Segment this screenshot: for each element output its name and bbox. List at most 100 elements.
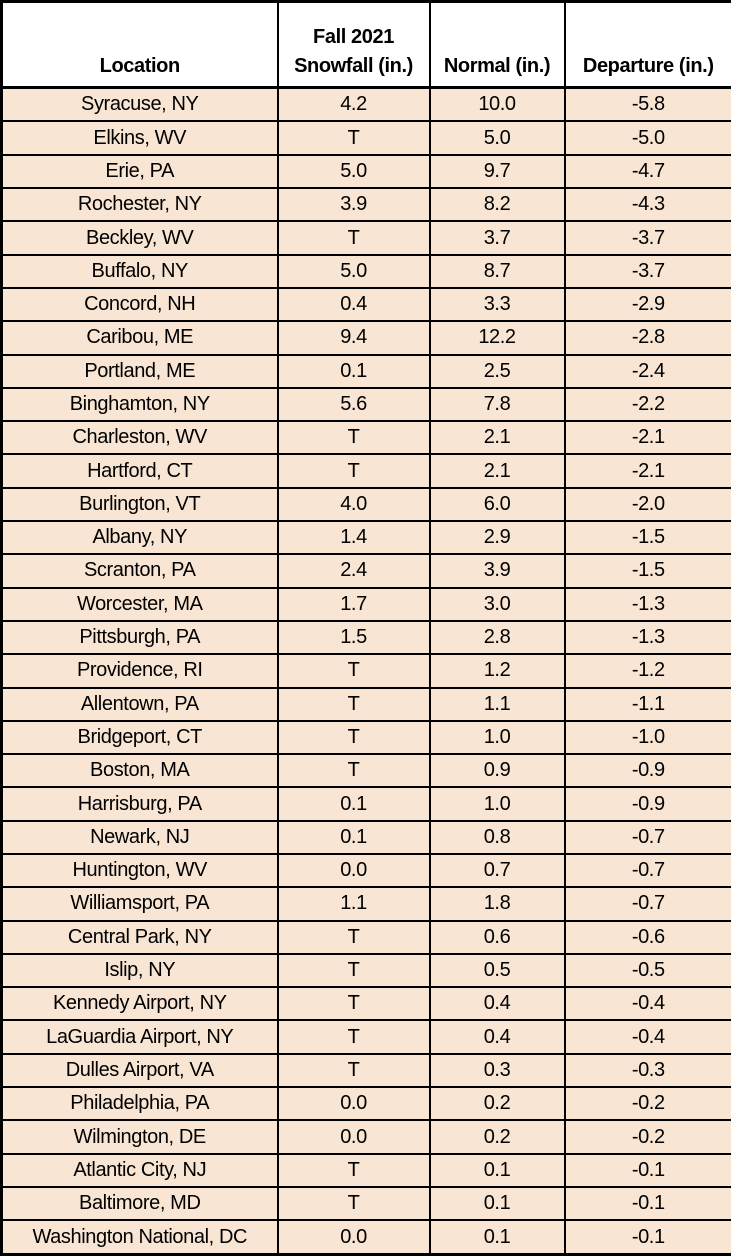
table-row: Buffalo, NY 5.0 8.7 -3.7 bbox=[0, 253, 731, 289]
normal-cell: 12.2 bbox=[428, 320, 566, 356]
table-row: LaGuardia Airport, NY T 0.4 -0.4 bbox=[0, 1019, 731, 1055]
departure-cell: -2.1 bbox=[563, 420, 731, 456]
table-row: Scranton, PA 2.4 3.9 -1.5 bbox=[0, 553, 731, 589]
col-header-normal: Normal (in.) bbox=[428, 0, 566, 89]
normal-cell: 10.0 bbox=[428, 86, 566, 123]
normal-cell: 2.1 bbox=[428, 453, 566, 489]
snowfall-cell: 0.1 bbox=[276, 353, 431, 389]
normal-cell: 0.1 bbox=[428, 1219, 566, 1256]
location-cell: LaGuardia Airport, NY bbox=[0, 1019, 279, 1055]
departure-cell: -1.5 bbox=[563, 520, 731, 556]
location-cell: Albany, NY bbox=[0, 520, 279, 556]
snowfall-cell: T bbox=[276, 420, 431, 456]
normal-cell: 1.1 bbox=[428, 686, 566, 722]
snowfall-cell: T bbox=[276, 719, 431, 756]
departure-cell: -1.5 bbox=[563, 553, 731, 589]
normal-cell: 0.2 bbox=[428, 1119, 566, 1155]
snowfall-cell: T bbox=[276, 952, 431, 989]
location-cell: Elkins, WV bbox=[0, 120, 279, 156]
table-body: Syracuse, NY 4.2 10.0 -5.8 Elkins, WV T 5.0 -5.… bbox=[0, 86, 731, 1256]
snowfall-cell: 1.5 bbox=[276, 619, 431, 656]
normal-cell: 1.8 bbox=[428, 886, 566, 922]
snowfall-cell: 0.0 bbox=[276, 1219, 431, 1256]
snowfall-cell: 5.0 bbox=[276, 253, 431, 289]
normal-cell: 0.4 bbox=[428, 1019, 566, 1055]
table-row: Islip, NY T 0.5 -0.5 bbox=[0, 952, 731, 989]
table-row: Pittsburgh, PA 1.5 2.8 -1.3 bbox=[0, 619, 731, 656]
location-cell: Caribou, ME bbox=[0, 320, 279, 356]
location-cell: Buffalo, NY bbox=[0, 253, 279, 289]
snowfall-cell: 2.4 bbox=[276, 553, 431, 589]
normal-cell: 0.8 bbox=[428, 819, 566, 856]
table-header: Location Fall 2021 Snowfall (in.) Normal… bbox=[0, 0, 731, 89]
normal-cell: 7.8 bbox=[428, 386, 566, 423]
normal-cell: 0.7 bbox=[428, 852, 566, 889]
departure-cell: -0.1 bbox=[563, 1219, 731, 1256]
normal-cell: 0.5 bbox=[428, 952, 566, 989]
normal-cell: 5.0 bbox=[428, 120, 566, 156]
snowfall-cell: 0.0 bbox=[276, 1086, 431, 1122]
location-cell: Harrisburg, PA bbox=[0, 786, 279, 822]
snowfall-cell: T bbox=[276, 453, 431, 489]
col-header-snowfall-line2: Snowfall (in.) bbox=[294, 55, 413, 77]
location-cell: Worcester, MA bbox=[0, 586, 279, 622]
location-cell: Pittsburgh, PA bbox=[0, 619, 279, 656]
table-row: Worcester, MA 1.7 3.0 -1.3 bbox=[0, 586, 731, 622]
snowfall-cell: T bbox=[276, 220, 431, 256]
location-cell: Concord, NH bbox=[0, 286, 279, 323]
table-row: Elkins, WV T 5.0 -5.0 bbox=[0, 120, 731, 156]
table-row: Providence, RI T 1.2 -1.2 bbox=[0, 653, 731, 689]
table-row: Atlantic City, NJ T 0.1 -0.1 bbox=[0, 1152, 731, 1188]
table-row: Washington National, DC 0.0 0.1 -0.1 bbox=[0, 1219, 731, 1256]
departure-cell: -0.4 bbox=[563, 986, 731, 1022]
table-row: Hartford, CT T 2.1 -2.1 bbox=[0, 453, 731, 489]
departure-cell: -0.4 bbox=[563, 1019, 731, 1055]
table-row: Allentown, PA T 1.1 -1.1 bbox=[0, 686, 731, 722]
location-cell: Charleston, WV bbox=[0, 420, 279, 456]
location-cell: Scranton, PA bbox=[0, 553, 279, 589]
col-header-snowfall: Fall 2021 Snowfall (in.) bbox=[276, 0, 431, 89]
normal-cell: 0.9 bbox=[428, 753, 566, 789]
snowfall-cell: T bbox=[276, 1019, 431, 1055]
snowfall-cell: 1.1 bbox=[276, 886, 431, 922]
col-header-location-label: Location bbox=[99, 55, 181, 77]
departure-cell: -2.9 bbox=[563, 286, 731, 323]
snowfall-cell: T bbox=[276, 1052, 431, 1089]
departure-cell: -2.2 bbox=[563, 386, 731, 423]
table-row: Bridgeport, CT T 1.0 -1.0 bbox=[0, 719, 731, 756]
snowfall-cell: T bbox=[276, 919, 431, 955]
location-cell: Hartford, CT bbox=[0, 453, 279, 489]
snowfall-cell: T bbox=[276, 653, 431, 689]
departure-cell: -4.7 bbox=[563, 153, 731, 190]
location-cell: Newark, NJ bbox=[0, 819, 279, 856]
location-cell: Baltimore, MD bbox=[0, 1185, 279, 1222]
table-row: Albany, NY 1.4 2.9 -1.5 bbox=[0, 520, 731, 556]
departure-cell: -3.7 bbox=[563, 253, 731, 289]
departure-cell: -2.8 bbox=[563, 320, 731, 356]
departure-cell: -0.7 bbox=[563, 819, 731, 856]
snowfall-cell: 1.4 bbox=[276, 520, 431, 556]
normal-cell: 2.1 bbox=[428, 420, 566, 456]
departure-cell: -4.3 bbox=[563, 187, 731, 223]
table-row: Concord, NH 0.4 3.3 -2.9 bbox=[0, 286, 731, 323]
departure-cell: -1.2 bbox=[563, 653, 731, 689]
snowfall-cell: T bbox=[276, 753, 431, 789]
normal-cell: 2.9 bbox=[428, 520, 566, 556]
normal-cell: 9.7 bbox=[428, 153, 566, 190]
location-cell: Wilmington, DE bbox=[0, 1119, 279, 1155]
location-cell: Portland, ME bbox=[0, 353, 279, 389]
table-row: Central Park, NY T 0.6 -0.6 bbox=[0, 919, 731, 955]
location-cell: Boston, MA bbox=[0, 753, 279, 789]
normal-cell: 6.0 bbox=[428, 486, 566, 523]
table-row: Philadelphia, PA 0.0 0.2 -0.2 bbox=[0, 1086, 731, 1122]
normal-cell: 0.3 bbox=[428, 1052, 566, 1089]
departure-cell: -2.1 bbox=[563, 453, 731, 489]
location-cell: Rochester, NY bbox=[0, 187, 279, 223]
snowfall-cell: T bbox=[276, 1185, 431, 1222]
departure-cell: -1.1 bbox=[563, 686, 731, 722]
location-cell: Philadelphia, PA bbox=[0, 1086, 279, 1122]
location-cell: Huntington, WV bbox=[0, 852, 279, 889]
table-row: Rochester, NY 3.9 8.2 -4.3 bbox=[0, 187, 731, 223]
departure-cell: -0.1 bbox=[563, 1185, 731, 1222]
departure-cell: -1.3 bbox=[563, 619, 731, 656]
